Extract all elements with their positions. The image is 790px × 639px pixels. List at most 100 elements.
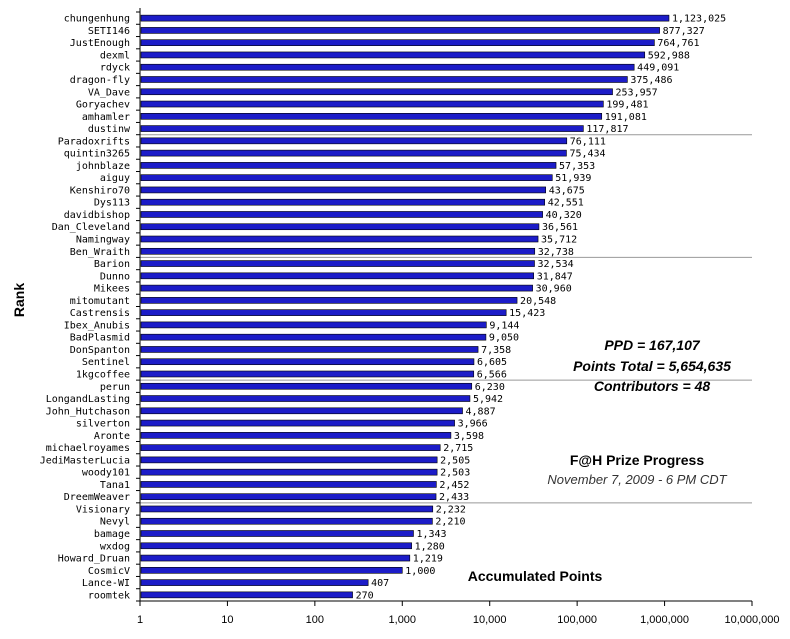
bar-john-hutchason <box>140 407 463 415</box>
bar-nevyl <box>140 517 433 525</box>
value-label: 2,503 <box>440 468 470 479</box>
category-label: Barion <box>94 259 130 270</box>
category-label: aiguy <box>100 173 130 184</box>
bar-dexml <box>140 51 646 59</box>
stat-contributors: Contributors = 48 <box>594 378 711 394</box>
chart-title: F@H Prize Progress <box>570 452 704 468</box>
value-label: 35,712 <box>541 235 577 246</box>
bar-castrensis <box>140 309 507 316</box>
category-label: SETI146 <box>88 26 130 37</box>
bar-wxdog <box>140 542 412 550</box>
category-label: johnblaze <box>76 161 130 172</box>
value-label: 6,566 <box>477 369 507 380</box>
value-label: 1,123,025 <box>672 14 726 25</box>
value-label: 42,551 <box>548 198 584 209</box>
value-label: 253,957 <box>616 87 658 98</box>
bar-kenshiro70 <box>140 186 546 194</box>
value-label: 199,481 <box>606 100 648 111</box>
category-label: dexml <box>100 50 130 61</box>
value-label: 2,433 <box>439 492 469 503</box>
category-label: woody101 <box>82 468 130 479</box>
x-tick-label: 10 <box>221 614 233 626</box>
category-label: michaelroyames <box>46 443 130 454</box>
value-label: 117,817 <box>586 124 628 135</box>
x-tick-label: 1,000 <box>389 614 417 626</box>
bar-1kgcoffee <box>140 370 475 378</box>
value-label: 36,561 <box>542 222 578 233</box>
bar-namingway <box>140 235 539 243</box>
value-label: 9,050 <box>489 333 519 344</box>
category-label: quintin3265 <box>64 149 130 160</box>
x-tick-labels: 1 10 100 1,000 10,000 100,000 1,000,000 10,000,… <box>137 614 780 626</box>
bar-ben-wraith <box>140 247 536 255</box>
bar-ibex-anubis <box>140 321 487 329</box>
bar-dys113 <box>140 198 545 206</box>
bar-goryachev <box>140 100 604 108</box>
value-label: 1,280 <box>415 541 445 552</box>
category-label: 1kgcoffee <box>76 369 130 380</box>
bar-michaelroyames <box>140 444 441 451</box>
category-label: CosmicV <box>88 566 130 577</box>
category-label: Goryachev <box>76 100 130 111</box>
value-label: 407 <box>371 578 389 589</box>
bar-quintin3265 <box>140 149 567 157</box>
bar-aiguy <box>140 174 553 181</box>
value-label: 764,761 <box>657 38 699 49</box>
bars-group <box>140 14 670 599</box>
bar-davidbishop <box>140 211 543 218</box>
value-label: 7,358 <box>481 345 511 356</box>
bar-visionary <box>140 505 434 513</box>
category-label: Aronte <box>94 431 130 442</box>
stat-ppd: PPD = 167,107 <box>604 337 701 353</box>
bar-perun <box>140 382 473 390</box>
gridlines <box>140 134 752 504</box>
x-tick-label: 100 <box>306 614 324 626</box>
bar-amhamler <box>140 113 603 120</box>
category-label: wxdog <box>100 541 130 552</box>
value-label: 30,960 <box>536 284 572 295</box>
bar-dan-cleveland <box>140 223 540 231</box>
stat-points-total: Points Total = 5,654,635 <box>573 358 731 374</box>
category-label: amhamler <box>82 112 130 123</box>
bar-tana1 <box>140 481 437 488</box>
value-label: 3,966 <box>458 419 488 430</box>
category-label: Namingway <box>76 235 130 246</box>
category-label: perun <box>100 382 130 393</box>
bar-aronte <box>140 432 452 439</box>
category-label: Dunno <box>100 271 130 282</box>
bar-rdyck <box>140 63 635 71</box>
category-label: Ben_Wraith <box>70 247 130 258</box>
bar-paradoxrifts <box>140 137 568 145</box>
category-label: dustinw <box>88 124 131 135</box>
category-label: VA_Dave <box>88 87 130 98</box>
value-label: 1,219 <box>413 554 443 565</box>
y-axis-label: Rank <box>11 283 27 317</box>
value-label: 57,353 <box>559 161 595 172</box>
bar-dunno <box>140 272 534 280</box>
value-label: 1,000 <box>405 566 435 577</box>
category-label: John_Hutchason <box>46 406 130 417</box>
bar-badplasmid <box>140 333 487 341</box>
value-label: 375,486 <box>630 75 672 86</box>
bar-bamage <box>140 530 414 537</box>
value-label: 2,715 <box>443 443 473 454</box>
category-label: dragon-fly <box>70 75 130 86</box>
category-label: rdyck <box>100 63 130 74</box>
value-label: 40,320 <box>546 210 582 221</box>
category-label: JustEnough <box>70 38 130 49</box>
value-label: 3,598 <box>454 431 484 442</box>
category-label: BadPlasmid <box>70 333 130 344</box>
category-label: Kenshiro70 <box>70 185 130 196</box>
category-label: Castrensis <box>70 308 130 319</box>
bar-va-dave <box>140 88 613 96</box>
axes <box>136 8 753 606</box>
chart-subtitle: November 7, 2009 - 6 PM CDT <box>547 472 727 487</box>
bar-cosmicv <box>140 567 403 574</box>
value-label: 270 <box>356 590 374 601</box>
value-label: 32,738 <box>538 247 574 258</box>
bar-woody101 <box>140 468 438 476</box>
value-label: 15,423 <box>509 308 545 319</box>
category-label: JediMasterLucia <box>40 455 130 466</box>
value-label: 449,091 <box>637 63 679 74</box>
